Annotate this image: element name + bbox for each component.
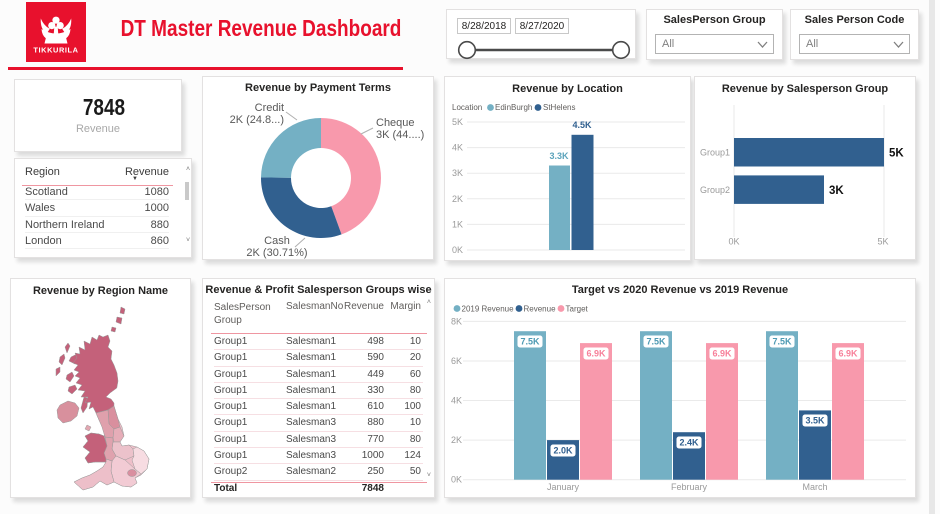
svg-text:8K: 8K	[451, 316, 462, 326]
svg-text:3K: 3K	[452, 168, 463, 178]
svg-text:2K (24.8...): 2K (24.8...)	[230, 114, 284, 126]
svg-text:6.9K: 6.9K	[838, 349, 858, 359]
svg-text:5K: 5K	[889, 148, 904, 160]
svg-text:0K: 0K	[728, 237, 739, 247]
svg-text:3K (44....): 3K (44....)	[376, 129, 424, 141]
svg-text:Group2: Group2	[700, 185, 730, 195]
svg-text:2.4K: 2.4K	[679, 438, 699, 448]
svg-text:February: February	[671, 482, 708, 492]
svg-text:2.0K: 2.0K	[553, 446, 573, 456]
svg-text:6.9K: 6.9K	[712, 349, 732, 359]
svg-text:7.5K: 7.5K	[772, 337, 792, 347]
svg-text:3.5K: 3.5K	[805, 416, 825, 426]
svg-text:1K: 1K	[452, 219, 463, 229]
svg-text:7.5K: 7.5K	[646, 337, 666, 347]
svg-text:Credit: Credit	[255, 102, 284, 114]
svg-text:Cash: Cash	[264, 235, 290, 247]
svg-text:6.9K: 6.9K	[586, 349, 606, 359]
svg-text:0K: 0K	[452, 245, 463, 255]
svg-text:January: January	[547, 482, 580, 492]
svg-text:March: March	[802, 482, 827, 492]
svg-text:0K: 0K	[451, 475, 462, 485]
svg-text:3.3K: 3.3K	[549, 151, 569, 161]
svg-text:2K (30.71%): 2K (30.71%)	[246, 247, 307, 259]
svg-text:5K: 5K	[452, 117, 463, 127]
svg-text:5K: 5K	[877, 237, 888, 247]
svg-text:TIKKURILA: TIKKURILA	[33, 46, 78, 55]
svg-text:Cheque: Cheque	[376, 117, 415, 129]
svg-text:2K: 2K	[452, 194, 463, 204]
svg-text:Target: Target	[566, 304, 589, 313]
svg-text:4.5K: 4.5K	[572, 120, 592, 130]
svg-text:4K: 4K	[452, 143, 463, 153]
svg-text:6K: 6K	[451, 356, 462, 366]
svg-text:7.5K: 7.5K	[520, 337, 540, 347]
svg-text:2K: 2K	[451, 435, 462, 445]
svg-text:2019 Revenue: 2019 Revenue	[462, 304, 515, 313]
svg-text:Revenue: Revenue	[524, 304, 557, 313]
svg-text:Group1: Group1	[700, 148, 730, 158]
svg-text:3K: 3K	[829, 185, 844, 197]
svg-text:4K: 4K	[451, 396, 462, 406]
